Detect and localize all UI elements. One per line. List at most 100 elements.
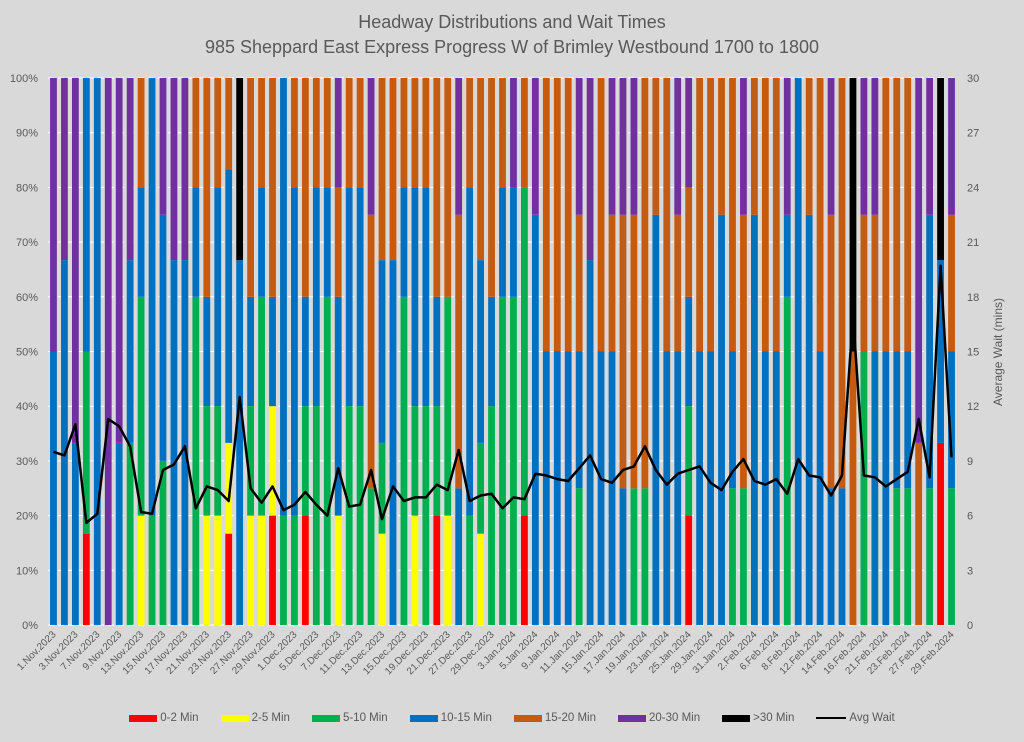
legend-swatch — [311, 714, 340, 722]
bar-segment-10-15-min — [71, 442, 79, 625]
bar-segment-5-10-min — [893, 488, 901, 625]
y-left-tick-label: 30% — [16, 456, 38, 468]
y-right-tick-label: 21 — [967, 237, 979, 249]
bar-segment-5-10-min — [510, 296, 517, 625]
bar-segment-15-20-min — [521, 78, 528, 188]
bar-segment-10-15-min — [893, 351, 901, 489]
bar-segment-2-5-min — [378, 533, 386, 625]
y-left-tick-label: 70% — [16, 237, 38, 249]
bar-segment-20-30-min — [115, 78, 123, 443]
bar-segment-15-20-min — [247, 78, 255, 297]
bar-segment-10-15-min — [433, 296, 441, 407]
bar-segment-15-20-min — [948, 214, 955, 352]
bar-segment-5-10-min — [422, 406, 430, 625]
bar-segment-0-2-min — [685, 515, 693, 625]
bar-segment-0-2-min — [225, 533, 233, 625]
bar-segment-20-30-min — [50, 78, 57, 352]
bar-segment-5-10-min — [356, 406, 364, 625]
bar-segment-10-15-min — [345, 187, 353, 407]
bar-segment-5-10-min — [740, 488, 747, 625]
bar-segment-5-10-min — [685, 406, 693, 516]
bar-segment-15-20-min — [422, 78, 430, 188]
bar-segment-15-20-min — [838, 78, 846, 489]
y-axis-left: 0% 10% 20% 30% 40% 50% 60% 70% 80% 90% 100% — [10, 73, 38, 632]
bar-segment--30-min — [236, 78, 244, 261]
bar-segment-15-20-min — [564, 78, 572, 352]
bar-segment-20-30-min — [871, 78, 879, 215]
bar-segment-10-15-min — [389, 260, 397, 625]
bar-segment-15-20-min — [345, 78, 353, 188]
bar-segment-5-10-min — [729, 488, 736, 625]
bar-segment-10-15-min — [269, 296, 276, 407]
bar-segment-15-20-min — [334, 187, 342, 297]
bar-segment-10-15-min — [356, 187, 364, 407]
legend-swatch — [722, 714, 751, 722]
legend-line-swatch — [816, 717, 847, 719]
bar-segment-15-20-min — [411, 78, 419, 188]
bar-segment-10-15-min — [334, 296, 342, 516]
bar-segment-20-30-min — [674, 78, 682, 215]
bar-segment-15-20-min — [772, 78, 780, 352]
bar-segment-15-20-min — [915, 442, 923, 625]
bar-segment-10-15-min — [301, 296, 309, 407]
bar-segment-20-30-min — [367, 78, 375, 215]
legend-swatch — [409, 714, 438, 722]
legend-item: 0-2 Min — [129, 712, 199, 724]
bar-segment-5-10-min — [630, 488, 638, 625]
bar-segment-15-20-min — [301, 78, 309, 297]
bar-segment-5-10-min — [148, 515, 156, 625]
bar-segment-0-2-min — [301, 515, 309, 625]
legend-label: 2-5 Min — [251, 712, 290, 724]
bar-segment-15-20-min — [630, 214, 638, 489]
legend-swatch — [129, 714, 158, 722]
bar-segment-15-20-min — [860, 214, 868, 352]
bar-segment-20-30-min — [126, 78, 134, 261]
bar-segment-10-15-min — [192, 187, 200, 297]
y-right-tick-label: 12 — [967, 401, 979, 413]
bar-segment-0-2-min — [433, 515, 441, 625]
bar-segment-20-30-min — [159, 78, 167, 215]
bar-segment-10-15-min — [805, 214, 813, 625]
y-left-tick-label: 90% — [16, 128, 38, 140]
bar-segment-20-30-min — [575, 78, 583, 215]
bar-segment-10-15-min — [148, 78, 156, 516]
bar-segment-5-10-min — [192, 296, 200, 625]
bar-segment-5-10-min — [641, 488, 649, 625]
y-left-tick-label: 80% — [16, 182, 38, 194]
legend-item: 15-20 Min — [513, 712, 596, 724]
bar-segment-10-15-min — [586, 260, 594, 625]
bar-segment-10-15-min — [838, 488, 846, 625]
bar-segment-5-10-min — [345, 406, 353, 625]
legend-item: 10-15 Min — [409, 712, 492, 724]
bar-segment-10-15-min — [597, 351, 605, 625]
bar-segment-15-20-min — [674, 214, 682, 352]
legend-label: 5-10 Min — [342, 712, 388, 724]
bar-segment-5-10-min — [82, 351, 90, 534]
bar-segment-20-30-min — [619, 78, 627, 215]
bar-segment-15-20-min — [696, 78, 704, 352]
bar-segment-15-20-min — [400, 78, 408, 188]
bar-segment-5-10-min — [477, 442, 484, 534]
bar-segment-2-5-min — [444, 515, 452, 625]
bar-segment-20-30-min — [685, 78, 693, 188]
legend-label: >30 Min — [753, 712, 795, 724]
bar-segment-10-15-min — [827, 488, 835, 625]
bar-segment-15-20-min — [466, 78, 474, 188]
bar-segment-20-30-min — [510, 78, 517, 188]
bar-segment-10-15-min — [499, 187, 506, 297]
bar-segment-20-30-min — [531, 78, 539, 215]
bar-segment-20-30-min — [170, 78, 178, 261]
bar-segment-10-15-min — [926, 214, 934, 489]
bar-segment-10-15-min — [871, 351, 879, 625]
bar-segment-5-10-min — [214, 406, 222, 516]
bar-segment-5-10-min — [488, 406, 495, 625]
avg-wait-line-group — [53, 264, 953, 525]
bar-segment-0-2-min — [82, 533, 90, 625]
bar-segment-15-20-min — [378, 78, 386, 261]
bar-segment-10-15-min — [258, 187, 265, 297]
bar-segment-15-20-min — [389, 78, 397, 261]
bar-segment-2-5-min — [203, 515, 211, 625]
bar-segment-2-5-min — [214, 515, 222, 625]
legend-item: Avg Wait — [816, 712, 895, 724]
